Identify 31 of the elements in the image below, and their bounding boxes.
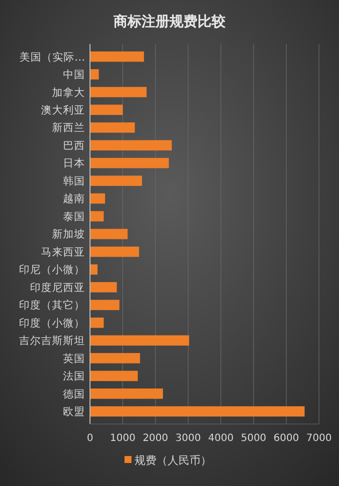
y-tick-label: 新西兰 [52, 121, 85, 134]
y-tick-label: 印尼（小微） [19, 263, 85, 276]
x-tick-label: 2000 [142, 433, 168, 444]
x-tick-label: 6000 [274, 433, 300, 444]
y-tick-label: 韩国 [63, 174, 85, 188]
y-tick-label: 印度（小微） [19, 316, 85, 330]
x-tick-label: 1000 [110, 433, 136, 444]
y-tick-label: 中国 [63, 68, 85, 82]
x-tick-label: 7000 [306, 433, 332, 444]
y-tick-label: 德国 [63, 388, 85, 400]
y-tick-label: 加拿大 [52, 86, 85, 99]
y-tick-label: 新加坡 [52, 228, 85, 241]
x-tick-label: 0 [86, 433, 94, 444]
y-tick-label: 吉尔吉斯斯坦 [19, 334, 85, 348]
y-tick-label: 英国 [63, 352, 85, 365]
chart-title: 商标注册规费比较 [112, 13, 226, 30]
y-tick-label: 欧盟 [63, 406, 85, 418]
y-tick-label: 美国（实际… [20, 50, 85, 64]
y-tick-label: 泰国 [63, 210, 85, 223]
y-tick-label: 越南 [63, 192, 85, 206]
y-tick-label: 日本 [63, 156, 85, 170]
y-tick-label: 马来西亚 [41, 245, 85, 258]
y-tick-label: 巴西 [63, 140, 85, 152]
y-tick-label: 印度（其它） [19, 298, 85, 312]
y-tick-label: 印度尼西亚 [30, 280, 85, 294]
x-tick-label: 4000 [208, 433, 234, 444]
y-tick-label: 法国 [63, 370, 85, 383]
x-tick-label: 5000 [240, 433, 266, 444]
x-tick-label: 3000 [175, 433, 201, 444]
y-tick-label: 澳大利亚 [41, 103, 85, 116]
legend-label: 规费（人民币） [134, 454, 212, 467]
